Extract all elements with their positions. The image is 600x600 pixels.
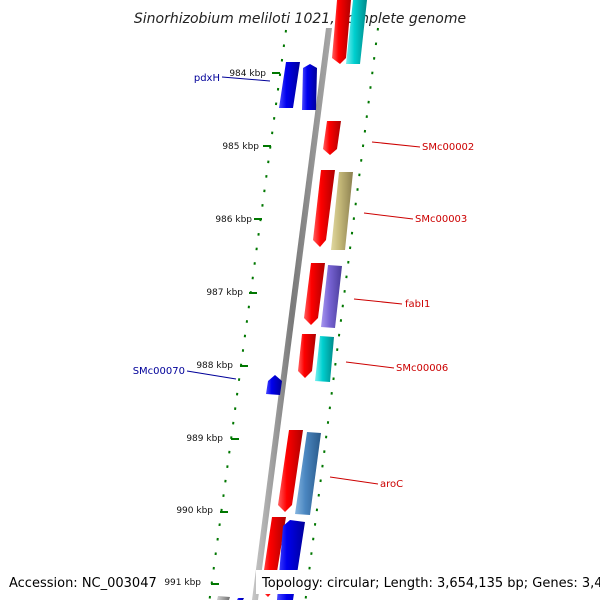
gene-label-SMc00070[interactable]: SMc00070: [133, 366, 185, 377]
footer-summary-bg: [256, 570, 600, 594]
forward-features: [261, 0, 367, 597]
ruler-tick-label: 985 kbp: [222, 142, 259, 152]
leader-line: [221, 76, 271, 82]
map-title: Sinorhizobium meliloti 1021, complete ge…: [134, 11, 466, 27]
gene-feature[interactable]: [298, 334, 316, 378]
gene-labels: pdxH SMc00070 SMc00002 SMc00003 fabI1 SM…: [133, 73, 475, 490]
leader-line: [371, 141, 421, 148]
gene-label-pdxH[interactable]: pdxH: [194, 73, 220, 84]
ruler-tick-label: 984 kbp: [229, 69, 266, 79]
reverse-strand-guide: [208, 29, 287, 599]
ruler-tick-label: 991 kbp: [164, 578, 201, 588]
ruler-tick-label: 988 kbp: [196, 361, 233, 371]
footer-accession: Accession: NC_003047: [9, 576, 157, 591]
gene-feature[interactable]: [217, 596, 230, 600]
leader-line: [345, 361, 395, 369]
gene-feature[interactable]: [331, 172, 353, 250]
leader-line: [363, 212, 414, 220]
leader-line: [353, 298, 403, 305]
ruler-tick-label: 989 kbp: [186, 434, 223, 444]
leader-line: [329, 476, 379, 485]
gene-feature[interactable]: [278, 430, 303, 512]
gene-feature[interactable]: [295, 432, 321, 515]
gene-label-fabI1[interactable]: fabI1: [405, 299, 430, 310]
leader-line: [186, 370, 237, 380]
gene-feature[interactable]: [323, 121, 341, 155]
footer-accession-bg: [0, 570, 150, 594]
gene-feature[interactable]: [346, 0, 367, 64]
ruler: 984 kbp 985 kbp 986 kbp 987 kbp 988 kbp …: [164, 69, 280, 588]
gene-feature[interactable]: [302, 64, 317, 110]
ruler-tick-label: 987 kbp: [206, 288, 243, 298]
gene-feature[interactable]: [313, 170, 335, 247]
gene-feature[interactable]: [304, 263, 325, 325]
ruler-tick-label: 986 kbp: [215, 215, 252, 225]
gene-feature[interactable]: [279, 62, 300, 108]
gene-feature[interactable]: [315, 336, 334, 382]
gene-feature[interactable]: [321, 265, 342, 328]
footer-summary: Topology: circular; Length: 3,654,135 bp…: [261, 576, 600, 591]
gene-feature[interactable]: [266, 375, 282, 395]
gene-label-SMc00002[interactable]: SMc00002: [422, 142, 474, 153]
genome-backbone: [252, 28, 332, 600]
gene-feature[interactable]: [332, 0, 351, 64]
gene-label-SMc00003[interactable]: SMc00003: [415, 214, 467, 225]
gene-label-SMc00006[interactable]: SMc00006: [396, 363, 448, 374]
gene-label-aroC[interactable]: aroC: [380, 479, 403, 490]
label-leaders: [186, 76, 421, 485]
ruler-tick-label: 990 kbp: [176, 506, 213, 516]
